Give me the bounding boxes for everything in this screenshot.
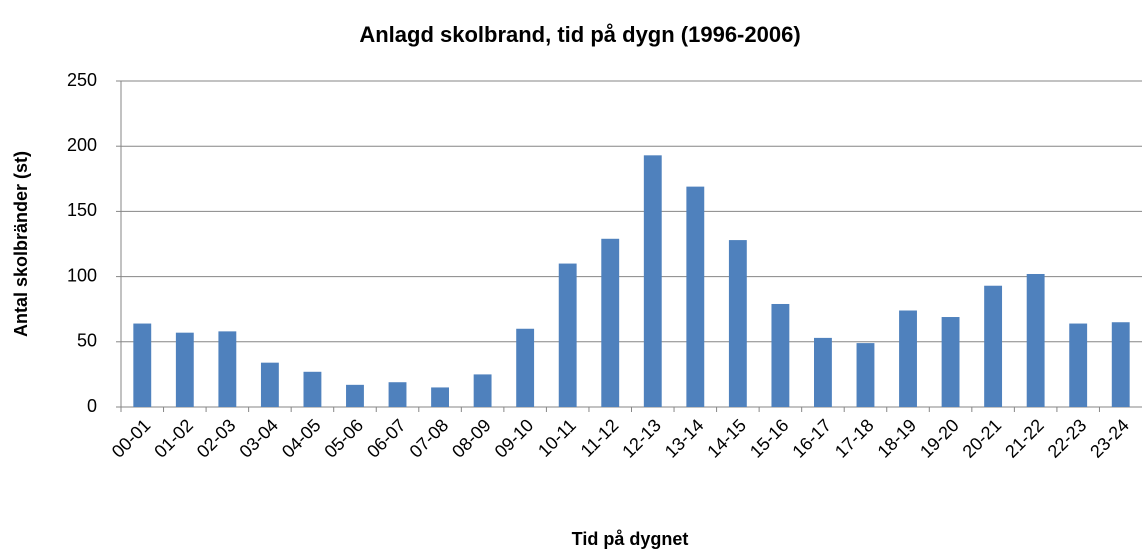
x-tick-label: 19-20 (916, 415, 963, 462)
bar (516, 328, 535, 407)
y-tick-label: 200 (67, 135, 97, 155)
bar (728, 240, 747, 407)
x-tick-label: 14-15 (703, 415, 750, 462)
x-tick-label: 05-06 (320, 415, 367, 462)
bar (346, 384, 364, 407)
x-tick-label: 23-24 (1086, 415, 1133, 462)
bar (814, 337, 832, 407)
bar (771, 303, 790, 407)
x-tick-label: 17-18 (831, 415, 878, 462)
x-tick-label: 21-22 (1001, 415, 1048, 462)
bar (856, 343, 875, 407)
bar (899, 310, 917, 407)
chart-title: Anlagd skolbrand, tid på dygn (1996-2006… (359, 22, 800, 47)
bar (260, 362, 279, 407)
bar (1069, 323, 1088, 407)
y-tick-label: 250 (67, 70, 97, 90)
x-tick-label: 09-10 (491, 415, 538, 462)
x-tick-label: 04-05 (278, 415, 325, 462)
x-tick-label: 11-12 (577, 415, 623, 461)
x-tick-label: 16-17 (788, 415, 835, 462)
y-tick-label: 100 (67, 265, 97, 285)
bar (218, 331, 237, 407)
x-tick-label: 06-07 (363, 415, 410, 462)
bar (984, 285, 1003, 407)
x-tick-label: 08-09 (448, 415, 495, 462)
bar (388, 382, 407, 407)
bar (686, 186, 705, 407)
x-tick-label: 10-11 (534, 415, 580, 461)
bar (473, 374, 492, 407)
bar (941, 317, 960, 407)
y-tick-label: 0 (87, 396, 97, 416)
x-tick-label: 22-23 (1044, 415, 1091, 462)
x-tick-label: 00-01 (108, 415, 155, 462)
bar (601, 238, 620, 407)
x-tick-label: 01-02 (150, 415, 197, 462)
bar (133, 323, 152, 407)
bar (1026, 273, 1045, 407)
y-axis-label: Antal skolbränder (st) (11, 151, 31, 337)
x-tick-label: 15-16 (746, 415, 793, 462)
bar (558, 263, 577, 407)
x-tick-label: 18-19 (874, 415, 921, 462)
x-tick-label: 13-14 (661, 415, 708, 462)
x-tick-label: 07-08 (406, 415, 453, 462)
x-tick-label: 12-13 (618, 415, 665, 462)
bar (643, 155, 662, 407)
bar (303, 371, 322, 407)
x-tick-label: 02-03 (193, 415, 240, 462)
x-tick-label: 20-21 (959, 415, 1006, 462)
bar (431, 387, 449, 407)
y-tick-label: 150 (67, 200, 97, 220)
y-tick-label: 50 (77, 331, 97, 351)
x-axis-label: Tid på dygnet (572, 529, 689, 549)
bar (1111, 322, 1130, 407)
bar (175, 332, 194, 407)
x-tick-label: 03-04 (235, 415, 282, 462)
